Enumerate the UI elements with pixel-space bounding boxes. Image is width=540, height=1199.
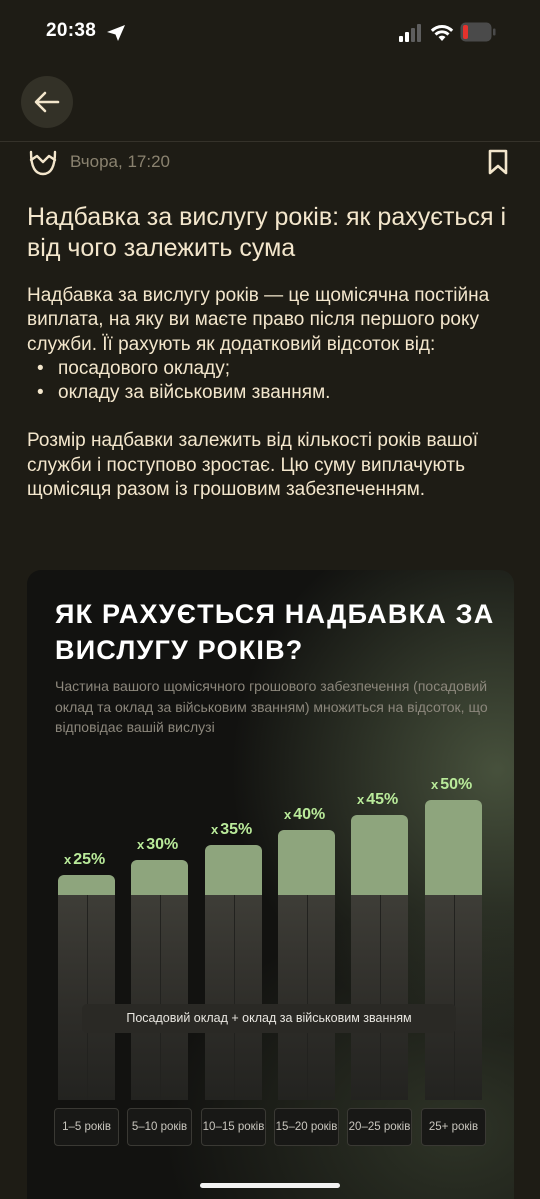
- tier-percent-label: x 35%: [211, 821, 252, 839]
- tier-years-chip: 10–15 років: [201, 1108, 266, 1146]
- list-item: посадового окладу;: [27, 357, 517, 382]
- tier-years-chip: 15–20 років: [274, 1108, 339, 1146]
- multiplier-sign: x: [211, 822, 219, 837]
- multiplier-sign: x: [137, 837, 145, 852]
- tier-years-chip: 20–25 років: [347, 1108, 412, 1146]
- tier-percent-label: x 30%: [137, 836, 178, 854]
- tier-bar-45: [351, 815, 408, 895]
- tier-percent: 30%: [146, 836, 179, 853]
- tier-percent: 25%: [73, 851, 106, 868]
- tier-years-chip: 25+ років: [421, 1108, 486, 1146]
- article-body: Надбавка за вислугу років — це щомісячна…: [27, 284, 517, 502]
- infographic-subtitle: Частина вашого щомісячного грошового заб…: [55, 678, 488, 735]
- tier-base-bar: [58, 895, 115, 1100]
- multiplier-sign: x: [284, 807, 292, 822]
- arrow-left-icon: [34, 91, 60, 113]
- tier-percent: 50%: [440, 776, 473, 793]
- tier-base-bar: [205, 895, 262, 1100]
- tier-bar-35: [205, 845, 262, 895]
- tier-base-bar: [278, 895, 335, 1100]
- bullet-list: посадового окладу; окладу за військовим …: [27, 357, 517, 406]
- tier-percent-label: x 50%: [431, 776, 472, 794]
- wifi-icon: [430, 25, 454, 41]
- home-indicator: [200, 1183, 340, 1188]
- battery-low-icon: [460, 22, 496, 42]
- cellular-signal-icon: [399, 24, 421, 42]
- location-arrow-icon: [107, 25, 125, 41]
- base-salary-label: Посадовий оклад + оклад за військовим зв…: [82, 1004, 456, 1033]
- multiplier-sign: x: [357, 792, 365, 807]
- tier-bar-40: [278, 830, 335, 895]
- post-date: Вчора, 17:20: [70, 152, 170, 171]
- tier-percent-label: x 45%: [357, 791, 398, 809]
- multiplier-sign: x: [64, 852, 72, 867]
- tier-percent: 35%: [220, 821, 253, 838]
- tier-bar-30: [131, 860, 188, 895]
- tier-years-chip: 5–10 років: [127, 1108, 192, 1146]
- tier-percent-label: x 25%: [64, 851, 105, 869]
- article-paragraph: Розмір надбавки залежить від кількості р…: [27, 430, 478, 501]
- tier-base-bar: [351, 895, 408, 1100]
- tier-percent-label: x 40%: [284, 806, 325, 824]
- infographic-card: ЯК РАХУЄТЬСЯ НАДБАВКА ЗА ВИСЛУГУ РОКІВ? …: [27, 570, 514, 1199]
- tier-years-chip: 1–5 років: [54, 1108, 119, 1146]
- tier-base-bar: [131, 895, 188, 1100]
- list-item: окладу за військовим званням.: [27, 381, 517, 406]
- header-divider: [0, 141, 540, 142]
- tier-base-bar: [425, 895, 482, 1100]
- source-logo-icon: [29, 150, 57, 176]
- tier-percent: 45%: [366, 791, 399, 808]
- status-time: 20:38: [46, 20, 97, 41]
- infographic-heading: ЯК РАХУЄТЬСЯ НАДБАВКА ЗА ВИСЛУГУ РОКІВ?: [55, 599, 495, 665]
- status-bar: 20:38: [0, 0, 540, 64]
- back-button[interactable]: [21, 76, 73, 128]
- article-title: Надбавка за вислугу років: як рахується …: [27, 203, 506, 262]
- article-intro: Надбавка за вислугу років — це щомісячна…: [27, 285, 490, 355]
- tier-percent: 40%: [293, 806, 326, 823]
- multiplier-sign: x: [431, 777, 439, 792]
- bookmark-icon[interactable]: [487, 149, 509, 175]
- tier-bar-25: [58, 875, 115, 895]
- tier-bar-50: [425, 800, 482, 895]
